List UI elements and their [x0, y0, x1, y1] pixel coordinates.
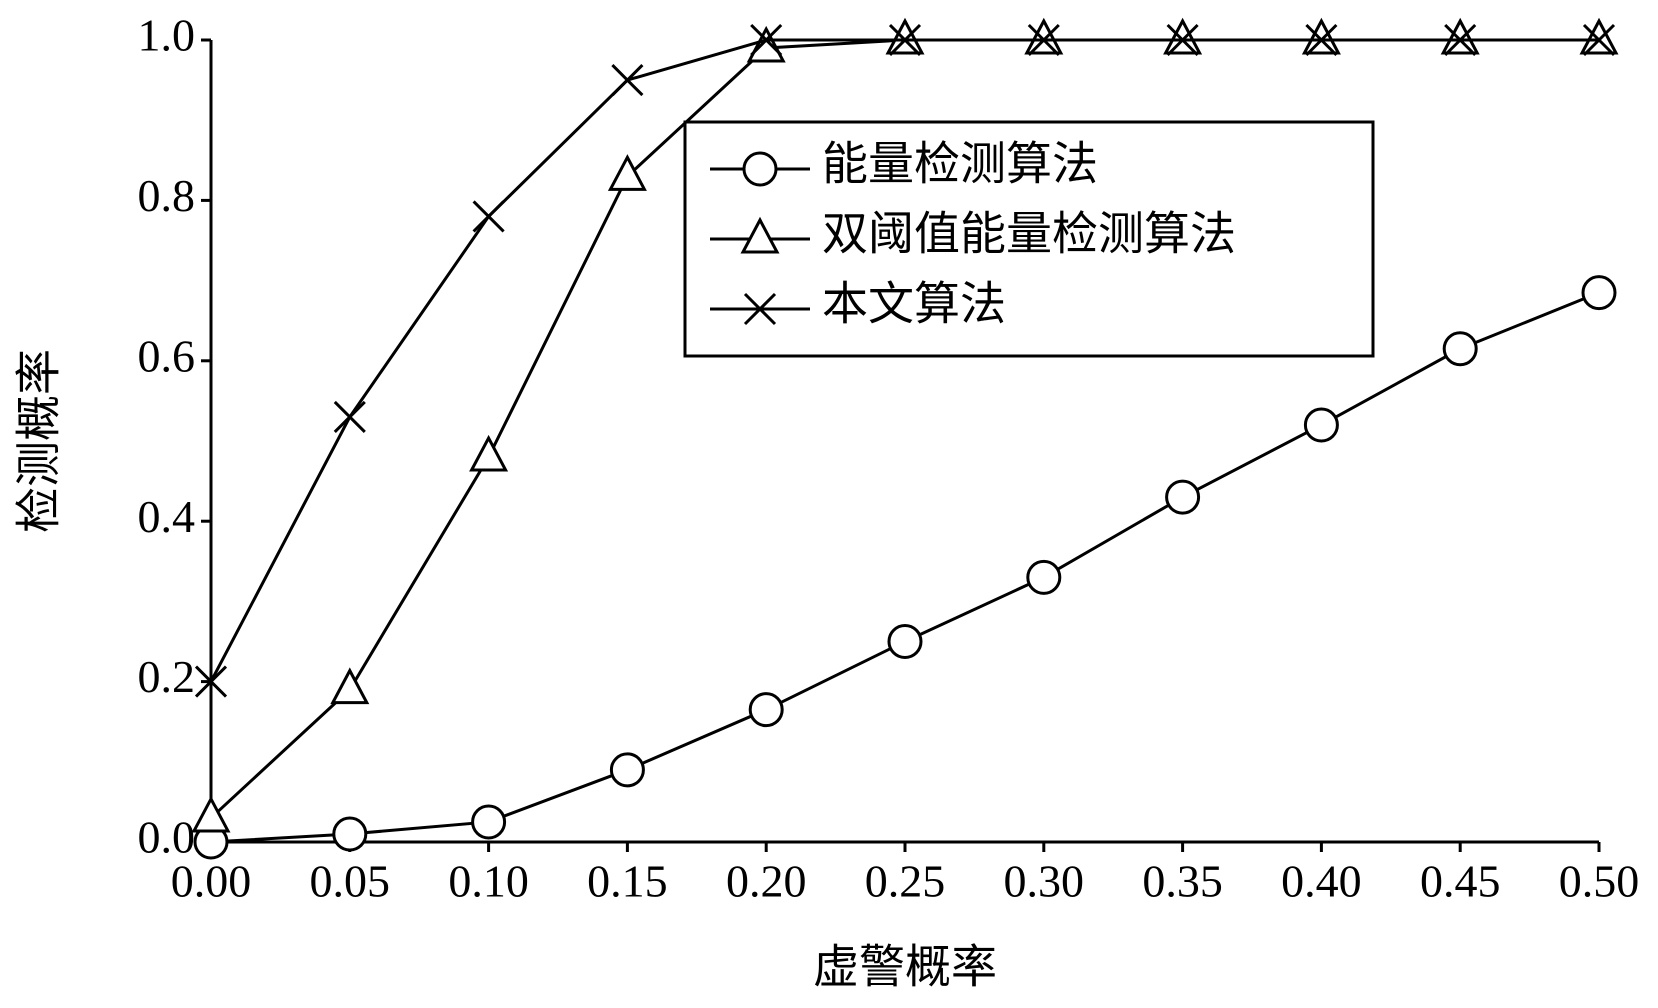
legend-label: 能量检测算法	[822, 139, 1098, 190]
x-tick-label: 0.40	[1281, 856, 1362, 907]
data-point	[746, 25, 786, 63]
legend-marker	[742, 151, 778, 187]
legend-label: 双阈值能量检测算法	[822, 209, 1236, 260]
x-tick-label: 0.05	[310, 856, 391, 907]
data-point	[611, 64, 644, 97]
data-point	[191, 795, 231, 833]
data-point	[330, 667, 370, 705]
data-point	[472, 200, 505, 233]
series-line	[210, 291, 1600, 844]
data-point	[607, 154, 647, 191]
x-tick-label: 0.25	[865, 856, 946, 907]
x-tick-label: 0.30	[1004, 856, 1085, 907]
y-axis-title: 检测概率	[14, 349, 65, 533]
x-tick-label: 0.35	[1142, 856, 1223, 907]
data-point	[332, 816, 368, 852]
x-tick-label: 0.15	[587, 856, 668, 907]
data-point	[748, 692, 784, 728]
data-point	[1305, 23, 1338, 57]
x-axis-title: 虚警概率	[813, 942, 997, 993]
data-point	[1303, 407, 1339, 443]
data-point	[471, 804, 507, 840]
data-point	[1163, 17, 1203, 55]
y-tick-label: 0.2	[138, 651, 196, 702]
data-point	[1026, 559, 1062, 595]
data-point	[750, 23, 783, 57]
data-point	[333, 400, 366, 434]
data-point	[1165, 479, 1201, 515]
data-point	[1024, 17, 1064, 55]
legend-marker	[740, 216, 780, 254]
data-point	[609, 752, 645, 788]
data-point	[1301, 17, 1341, 55]
data-point	[885, 17, 925, 55]
x-tick-label: 0.50	[1559, 856, 1640, 907]
y-tick-label: 0.8	[138, 170, 196, 221]
data-point	[888, 23, 922, 57]
data-point	[194, 665, 228, 698]
y-tick-label: 1.0	[138, 10, 196, 61]
data-point	[469, 434, 509, 472]
data-point	[1440, 17, 1480, 55]
data-point	[1582, 23, 1616, 57]
y-tick-label: 0.6	[138, 330, 196, 381]
x-tick-label: 0.10	[448, 856, 529, 907]
legend-label: 本文算法	[822, 279, 1006, 330]
data-point	[1027, 23, 1060, 57]
x-tick-label: 0.00	[171, 856, 252, 907]
data-point	[1579, 17, 1619, 55]
y-tick-label: 0.4	[138, 491, 196, 542]
data-point	[1444, 23, 1477, 57]
y-tick-label: 0.0	[138, 812, 196, 863]
x-tick-label: 0.20	[726, 856, 807, 907]
legend-marker	[743, 292, 777, 326]
data-point	[1166, 23, 1199, 57]
data-point	[1442, 331, 1478, 367]
x-tick-label: 0.45	[1420, 856, 1501, 907]
data-point	[887, 624, 923, 659]
data-point	[1581, 275, 1617, 311]
